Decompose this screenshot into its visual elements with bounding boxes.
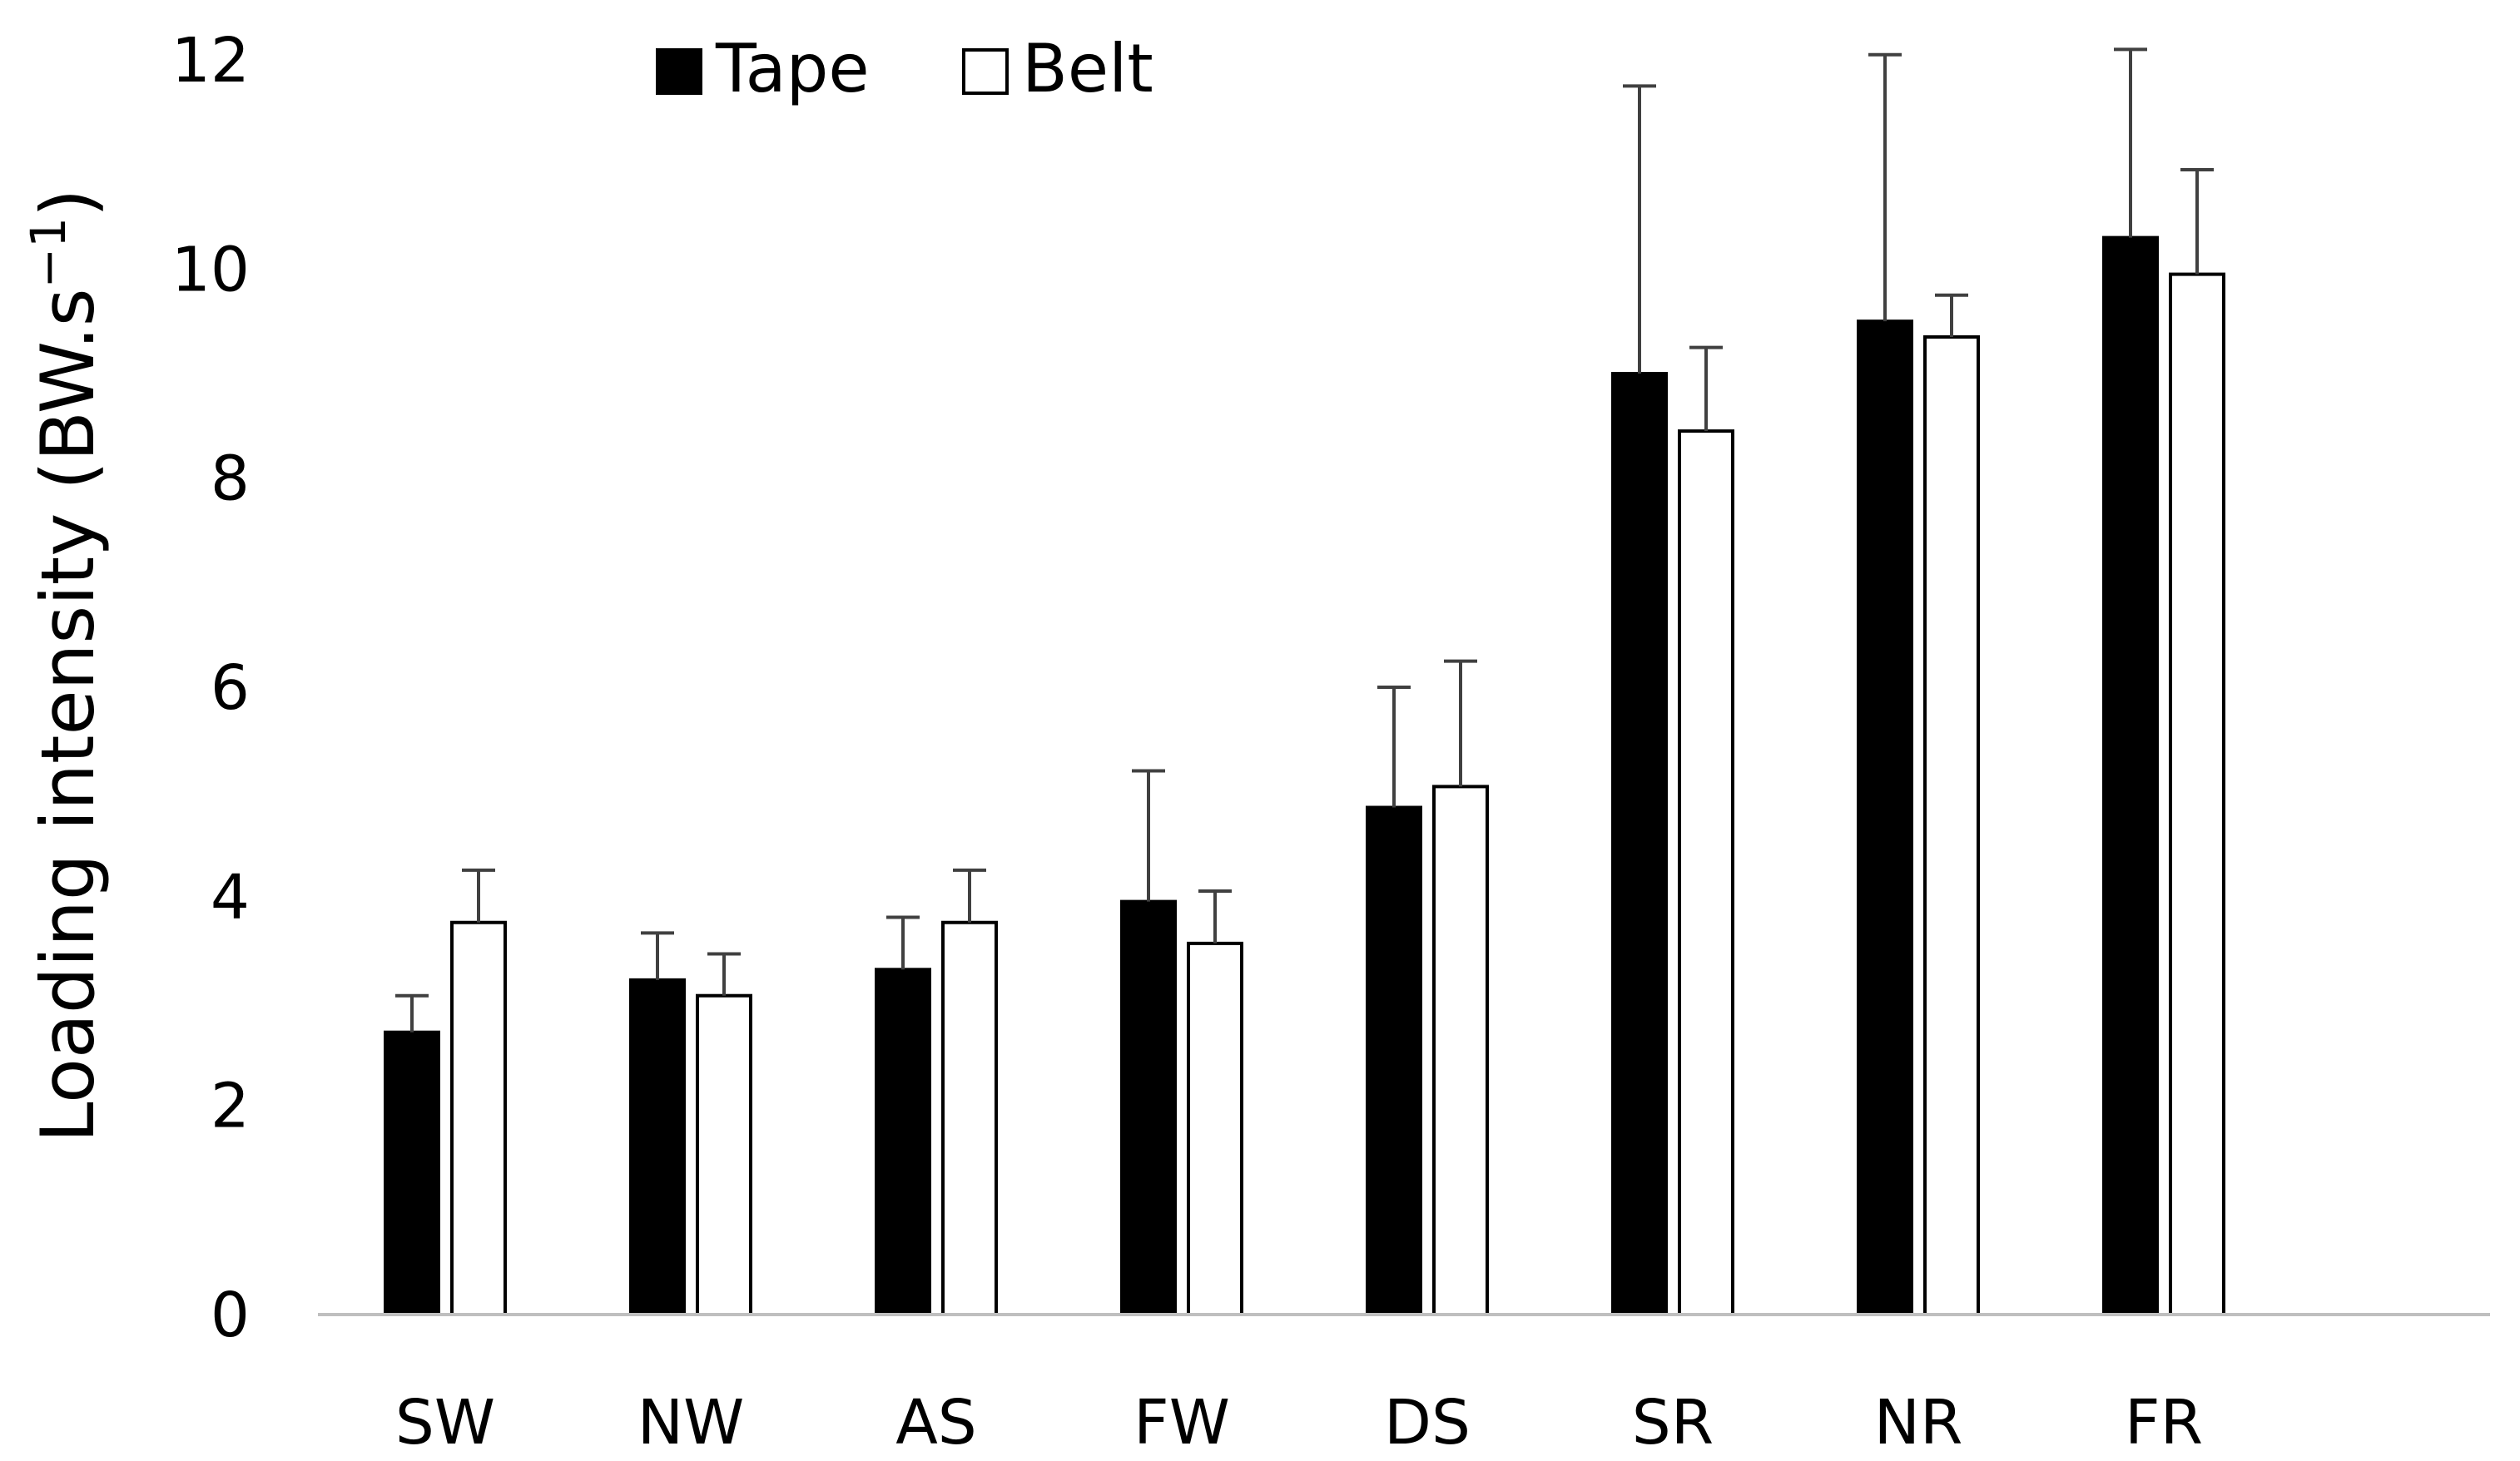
legend: Tape Belt [656, 30, 1153, 107]
y-tick-label: 4 [211, 861, 250, 933]
bar-belt-fr [2169, 272, 2225, 1316]
bar-belt-sr [1678, 429, 1734, 1316]
legend-label-belt: Belt [1022, 30, 1153, 107]
x-tick-label: DS [1384, 1387, 1471, 1459]
x-tick-label: AS [895, 1387, 977, 1459]
bar-tape-nw [629, 978, 686, 1317]
legend-label-tape: Tape [715, 30, 870, 107]
y-tick-label: 0 [211, 1280, 250, 1351]
bar-belt-nr [1923, 335, 1980, 1316]
y-tick-label: 10 [171, 234, 250, 305]
x-tick-label: SR [1632, 1387, 1714, 1459]
x-tick-label: SW [395, 1387, 495, 1459]
bar-belt-nw [696, 993, 752, 1316]
y-tick-label: 12 [171, 25, 250, 97]
bar-tape-nr [1857, 319, 1913, 1317]
bar-belt-sw [450, 920, 507, 1316]
bar-tape-fw [1120, 899, 1177, 1317]
y-axis-label-superscript: −1 [20, 217, 77, 289]
bar-tape-ds [1366, 805, 1422, 1316]
bar-belt-ds [1432, 785, 1489, 1316]
x-tick-label: FW [1134, 1387, 1230, 1459]
y-tick-label: 6 [211, 652, 250, 724]
x-tick-label: NW [637, 1387, 745, 1459]
x-tick-label: NR [1874, 1387, 1963, 1459]
x-tick-label: FR [2125, 1387, 2203, 1459]
bar-belt-as [941, 920, 998, 1316]
bar-tape-sw [384, 1030, 440, 1316]
bar-tape-as [875, 968, 931, 1317]
y-axis-ticks: 0 2 4 6 8 10 12 [171, 25, 250, 1351]
y-tick-label: 8 [211, 443, 250, 515]
x-axis-category-labels: SW NW AS FW DS SR NR FR [395, 1387, 2203, 1459]
bar-tape-fr [2102, 235, 2159, 1317]
bars [384, 235, 2225, 1317]
error-bars [395, 47, 2214, 1033]
legend-swatch-tape [656, 48, 702, 95]
y-axis-label: Loading intensity (BW.s−1) [20, 189, 111, 1143]
bar-belt-fw [1187, 941, 1243, 1316]
legend-swatch-belt [962, 48, 1009, 95]
y-tick-label: 2 [211, 1071, 250, 1142]
bar-tape-sr [1611, 372, 1668, 1316]
